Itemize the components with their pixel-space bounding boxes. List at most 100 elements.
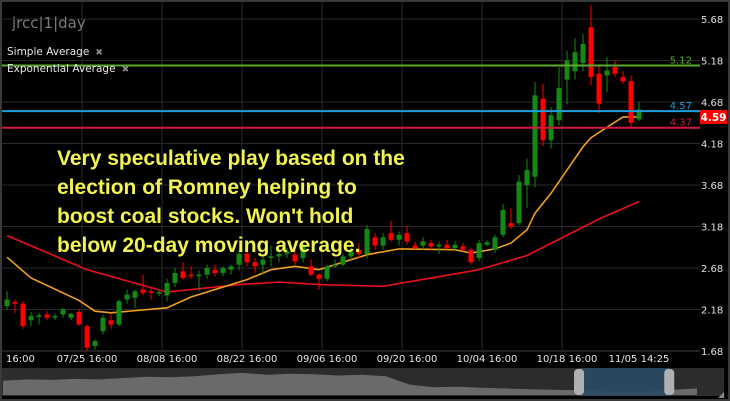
candle-up — [580, 43, 586, 63]
candle-up — [172, 272, 178, 283]
candle-up — [124, 294, 130, 300]
candle-down — [628, 81, 634, 123]
candle-down — [460, 246, 466, 250]
x-tick-label: 16:00 — [6, 354, 35, 365]
candle-up — [348, 251, 354, 257]
candle-up — [420, 241, 426, 246]
candle-up — [492, 237, 498, 250]
navigator-area — [3, 372, 697, 395]
x-tick-label: 11/05 14:25 — [609, 354, 670, 365]
legend-item-exponential-average: Exponential Average ✖ — [7, 63, 129, 75]
candle-up — [4, 299, 10, 307]
candle-up — [92, 341, 98, 347]
candle-up — [636, 109, 642, 120]
symbol-label: jrcc|1|day — [12, 14, 86, 32]
x-tick-label: 07/25 16:00 — [57, 354, 118, 365]
annotation-line: below 20-day moving average. — [57, 234, 361, 257]
candle-down — [508, 223, 514, 227]
candle-down — [612, 67, 618, 74]
y-tick-label: 4.68 — [701, 98, 723, 109]
y-tick-label: 2.68 — [701, 264, 723, 275]
candle-down — [108, 320, 114, 325]
navigator-selection[interactable] — [579, 368, 670, 396]
y-tick-label: 3.68 — [701, 181, 723, 192]
candle-up — [564, 60, 570, 80]
candle-up — [100, 317, 106, 332]
y-tick-label: 1.68 — [701, 347, 723, 358]
candle-up — [436, 244, 442, 247]
candle-up — [556, 87, 562, 121]
price-level-label: 4.57 — [670, 101, 692, 112]
candle-down — [468, 249, 474, 263]
chart-annotation: Very speculative play based on the elect… — [57, 144, 405, 260]
navigator-handle-right[interactable] — [664, 369, 675, 395]
annotation-line: boost coal stocks. Won't hold — [57, 205, 354, 228]
remove-indicator-icon[interactable]: ✖ — [121, 65, 130, 75]
candle-up — [340, 256, 346, 265]
candle-down — [372, 237, 378, 246]
candle-up — [452, 244, 458, 249]
exponential-average-line — [6, 116, 639, 314]
candle-up — [196, 274, 202, 277]
x-tick-label: 10/04 16:00 — [457, 354, 518, 365]
legend-label: Simple Average — [7, 46, 90, 58]
candle-up — [500, 209, 506, 235]
y-tick-label: 5.68 — [701, 15, 723, 26]
candle-down — [308, 266, 314, 275]
candle-up — [28, 316, 34, 321]
candle-up — [516, 181, 522, 224]
candle-up — [164, 282, 170, 296]
legend-label: Exponential Average — [7, 63, 116, 75]
x-tick-label: 08/22 16:00 — [217, 354, 278, 365]
candle-down — [444, 244, 450, 249]
candle-up — [364, 228, 370, 254]
candle-down — [76, 311, 82, 325]
candle-up — [260, 259, 266, 265]
candle-up — [300, 245, 306, 259]
candle-up — [132, 291, 138, 298]
last-price-badge — [700, 110, 727, 124]
candle-up — [524, 170, 530, 185]
resize-grip-icon[interactable]: ◢ — [718, 390, 725, 399]
x-tick-label: 10/18 16:00 — [537, 354, 598, 365]
candle-up — [532, 95, 538, 177]
candle-up — [236, 253, 242, 265]
candle-down — [212, 269, 218, 273]
candle-down — [252, 262, 258, 267]
candle-up — [52, 316, 58, 318]
candle-down — [44, 314, 50, 318]
last-price-label: 4.59 — [701, 112, 727, 124]
candle-up — [476, 243, 482, 259]
annotation-line: Very speculative play based on the — [57, 147, 405, 170]
candle-up — [276, 253, 282, 257]
candle-up — [68, 313, 74, 318]
annotation-line: election of Romney helping to — [57, 176, 357, 199]
candle-down — [596, 73, 602, 104]
candle-down — [412, 245, 418, 249]
candle-up — [268, 256, 274, 259]
candle-down — [12, 302, 18, 304]
candle-up — [284, 251, 290, 254]
candle-up — [156, 292, 162, 294]
candle-down — [404, 233, 410, 242]
candle-up — [204, 268, 210, 275]
candle-up — [36, 315, 42, 317]
candle-down — [540, 98, 546, 141]
candle-down — [20, 303, 26, 327]
price-level-label: 4.37 — [670, 118, 692, 129]
candle-up — [116, 301, 122, 325]
candle-down — [428, 243, 434, 247]
candle-up — [220, 268, 226, 273]
x-tick-label: 09/06 16:00 — [297, 354, 358, 365]
candle-down — [140, 289, 146, 293]
candle-up — [604, 70, 610, 76]
navigator-handle-left[interactable] — [574, 369, 585, 395]
price-level-label: 5.12 — [670, 55, 692, 66]
remove-indicator-icon[interactable]: ✖ — [95, 48, 103, 58]
candle-up — [380, 237, 386, 246]
candle-down — [84, 326, 90, 348]
candle-down — [188, 274, 194, 277]
y-tick-label: 4.18 — [701, 140, 723, 151]
